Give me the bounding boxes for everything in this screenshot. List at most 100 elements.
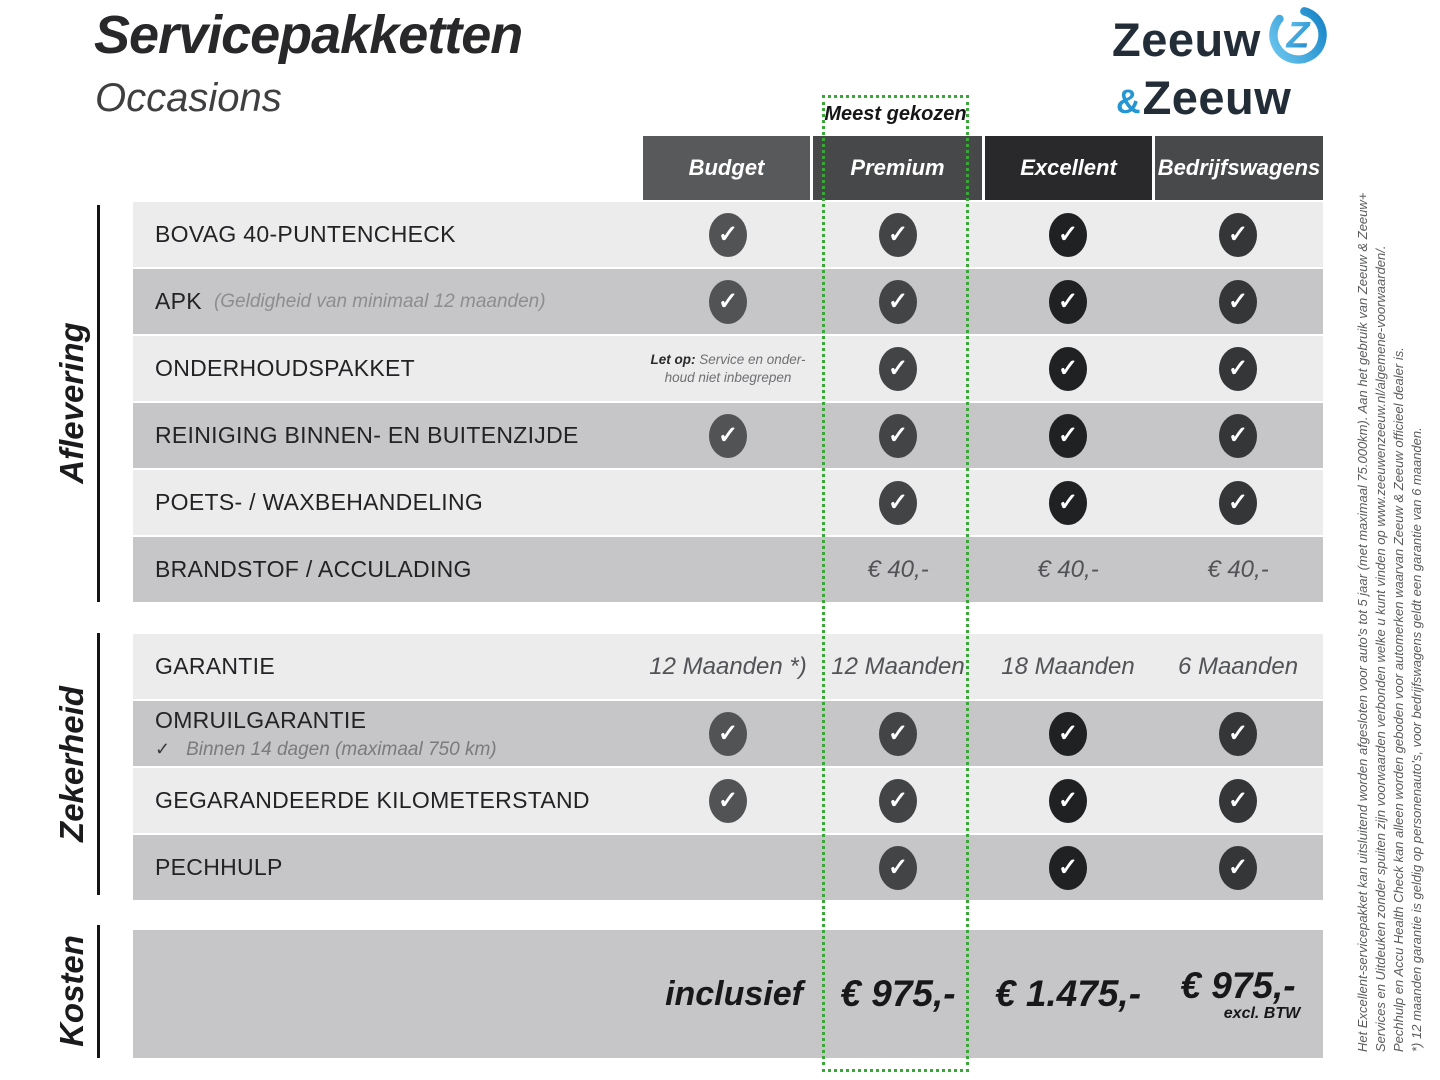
cell-budget	[643, 537, 813, 602]
disclaimer-line: Pechhulp en Accu Health Check kan alleen…	[1391, 347, 1406, 1052]
row-label: GEGARANDEERDE KILOMETERSTAND	[155, 768, 590, 833]
cell-budget: ✓	[643, 403, 813, 468]
table-row: GEGARANDEERDE KILOMETERSTAND ✓ ✓ ✓ ✓	[133, 768, 1323, 833]
row-title: BOVAG 40-PUNTENCHECK	[155, 221, 456, 247]
check-icon: ✓	[1049, 279, 1087, 324]
row-label: PECHHULP	[155, 835, 283, 900]
row-title: BRANDSTOF / ACCULADING	[155, 556, 472, 582]
check-icon: ✓	[879, 212, 917, 257]
zeeuw-z-swoosh-icon: Z	[1261, 6, 1335, 72]
kosten-band: inclusief € 975,- € 1.475,- € 975,- excl…	[133, 930, 1323, 1058]
row-label: ONDERHOUDSPAKKET	[155, 336, 415, 401]
check-icon: ✓	[879, 845, 917, 890]
cell-budget: ✓	[643, 768, 813, 833]
table-row: ONDERHOUDSPAKKET Let op: Service en onder…	[133, 336, 1323, 401]
section-line-aflevering	[97, 205, 100, 602]
kosten-excellent-price: € 1.475,-	[994, 973, 1142, 1014]
row-title: PECHHULP	[155, 854, 283, 880]
kosten-bedrijfswagens-amount: € 975,-	[1180, 965, 1296, 1006]
cell-budget: Let op: Service en onder-houd niet inbeg…	[643, 336, 813, 401]
cell-premium: 12 Maanden	[831, 652, 965, 680]
disclaimer-line: Services en Uitdeuken zonder spuiten zij…	[1373, 245, 1388, 1052]
cell-bedrijfswagens: ✓	[1153, 269, 1323, 334]
cell-premium: ✓	[813, 336, 983, 401]
cell-bedrijfswagens: € 40,-	[1207, 555, 1269, 583]
cell-excellent: ✓	[983, 835, 1153, 900]
cell-premium: ✓	[813, 403, 983, 468]
table-row: OMRUILGARANTIE ✓ Binnen 14 dagen (maximaal…	[133, 701, 1323, 766]
cell-budget: ✓	[643, 202, 813, 267]
cell-budget	[643, 470, 813, 535]
most-chosen-badge: Meest gekozen	[824, 103, 967, 125]
cell-excellent: ✓	[983, 202, 1153, 267]
cell-bedrijfswagens: 6 Maanden	[1177, 652, 1299, 680]
check-icon: ✓	[1049, 845, 1087, 890]
row-title: APK	[155, 288, 202, 314]
cell-bedrijfswagens: ✓	[1153, 470, 1323, 535]
cell-premium: € 40,-	[867, 555, 929, 583]
table-row: PECHHULP ✓ ✓ ✓	[133, 835, 1323, 900]
row-label: APK (Geldigheid van minimaal 12 maanden)	[155, 269, 546, 334]
svg-text:Z: Z	[1285, 13, 1311, 55]
cell-premium: ✓	[813, 768, 983, 833]
cell-excellent: 18 Maanden	[1001, 652, 1135, 680]
cell-bedrijfswagens: ✓	[1153, 835, 1323, 900]
logo-word-bottom: Zeeuw	[1142, 71, 1292, 124]
check-icon: ✓	[1219, 212, 1257, 257]
row-label: OMRUILGARANTIE ✓ Binnen 14 dagen (maximaal…	[155, 701, 497, 766]
row-title: POETS- / WAXBEHANDELING	[155, 489, 484, 515]
check-icon: ✓	[879, 279, 917, 324]
row-title: REINIGING BINNEN- EN BUITENZIJDE	[155, 422, 579, 448]
column-header-bedrijfswagens: Bedrijfswagens	[1155, 136, 1323, 200]
row-title: OMRUILGARANTIE	[155, 706, 367, 733]
check-icon: ✓	[1049, 778, 1087, 823]
premium-highlight-box	[822, 95, 969, 1072]
cell-excellent: ✓	[983, 768, 1153, 833]
check-icon: ✓	[155, 738, 171, 759]
check-icon: ✓	[1219, 845, 1257, 890]
column-header-premium: Premium	[813, 136, 982, 200]
check-icon: ✓	[709, 778, 747, 823]
row-title: ONDERHOUDSPAKKET	[155, 355, 415, 381]
check-icon: ✓	[879, 711, 917, 756]
cell-budget: ✓	[643, 269, 813, 334]
cell-premium: ✓	[813, 835, 983, 900]
disclaimer-line: *) 12 maanden garantie is geldig op pers…	[1409, 427, 1424, 1052]
rowgroup-aflevering: BOVAG 40-PUNTENCHECK ✓ ✓ ✓ ✓ APK (Geldigheid v…	[133, 202, 1323, 604]
check-icon: ✓	[1219, 346, 1257, 391]
cell-premium: ✓	[813, 470, 983, 535]
table-row: GARANTIE 12 Maanden *) 12 Maanden 18 Maande…	[133, 634, 1323, 699]
cell-bedrijfswagens: ✓	[1153, 768, 1323, 833]
section-line-zekerheid	[97, 633, 100, 895]
cell-excellent: ✓	[983, 269, 1153, 334]
check-icon: ✓	[1219, 413, 1257, 458]
remark-note: Let op: Service en onder-houd niet inbeg…	[650, 351, 806, 385]
check-icon: ✓	[1219, 279, 1257, 324]
check-icon: ✓	[709, 413, 747, 458]
table-row: APK (Geldigheid van minimaal 12 maanden) ✓…	[133, 269, 1323, 334]
check-icon: ✓	[879, 413, 917, 458]
section-label-kosten: Kosten	[53, 935, 90, 1047]
cell-budget: 12 Maanden *)	[649, 652, 807, 680]
table-row: REINIGING BINNEN- EN BUITENZIJDE ✓ ✓ ✓ ✓	[133, 403, 1323, 468]
disclaimer-text: Het Excellent-servicepakket kan uitsluit…	[1354, 62, 1426, 1052]
row-label: POETS- / WAXBEHANDELING	[155, 470, 483, 535]
column-header-budget: Budget	[643, 136, 810, 200]
cell-excellent: € 40,-	[1037, 555, 1099, 583]
row-label: REINIGING BINNEN- EN BUITENZIJDE	[155, 403, 579, 468]
check-icon: ✓	[1219, 480, 1257, 525]
column-header-excellent: Excellent	[985, 136, 1152, 200]
check-icon: ✓	[709, 711, 747, 756]
check-icon: ✓	[1219, 711, 1257, 756]
check-icon: ✓	[709, 212, 747, 257]
check-icon: ✓	[1049, 711, 1087, 756]
cell-bedrijfswagens: ✓	[1153, 701, 1323, 766]
cell-excellent: ✓	[983, 336, 1153, 401]
cell-premium: ✓	[813, 269, 983, 334]
check-icon: ✓	[1049, 413, 1087, 458]
row-subline: ✓ Binnen 14 dagen (maximaal 750 km)	[155, 738, 497, 760]
row-label: GARANTIE	[155, 634, 275, 699]
kosten-premium-price: € 975,-	[840, 973, 956, 1014]
disclaimer-line: Het Excellent-servicepakket kan uitsluit…	[1355, 192, 1370, 1052]
